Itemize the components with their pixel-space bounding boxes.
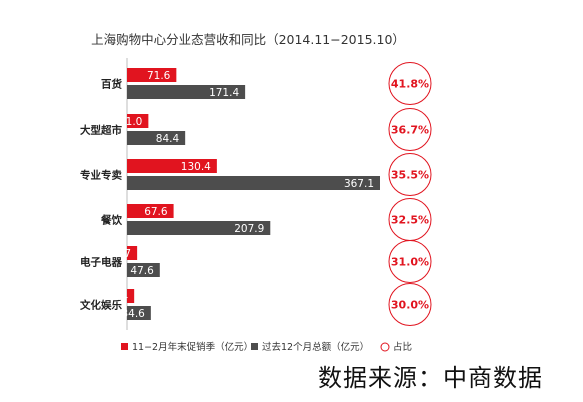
bar-promo bbox=[127, 204, 174, 218]
ratio-circle bbox=[388, 153, 432, 196]
category-row: 餐饮 67.6 207.9 32.5% bbox=[100, 198, 432, 241]
legend-swatch-ratio bbox=[380, 342, 390, 352]
category-label: 专业专卖 bbox=[80, 169, 122, 182]
bar-annual-label: 47.6 bbox=[130, 265, 154, 277]
legend: 11−2月年末促销季（亿元） 过去12个月总额（亿元） 占比 bbox=[121, 341, 412, 353]
bar-annual-label: 367.1 bbox=[344, 178, 374, 190]
category-label: 电子电器 bbox=[80, 256, 122, 269]
bar-promo-label: 130.4 bbox=[181, 161, 211, 173]
bar-annual-label: 34.6 bbox=[121, 308, 145, 320]
chart-title: 上海购物中心分业态营收和同比（2014.11−2015.10） bbox=[91, 32, 405, 47]
bar-annual bbox=[127, 85, 246, 99]
ratio-label: 31.0% bbox=[391, 256, 429, 269]
ratio-label: 41.8% bbox=[391, 78, 429, 91]
ratio-label: 35.5% bbox=[391, 169, 429, 182]
bar-promo bbox=[127, 68, 177, 82]
bar-promo-label: 10.4 bbox=[105, 291, 129, 303]
ratio-circle bbox=[388, 62, 432, 105]
category-row: 专业专卖 130.4 367.1 35.5% bbox=[80, 153, 432, 196]
bar-promo-label: 14.7 bbox=[108, 248, 131, 260]
bar-promo-label: 71.6 bbox=[147, 70, 171, 82]
ratio-label: 30.0% bbox=[391, 299, 429, 312]
source-note: 数据来源：中商数据 bbox=[318, 364, 543, 392]
bar-annual-label: 84.4 bbox=[156, 133, 180, 145]
bar-annual bbox=[127, 221, 271, 235]
bar-promo bbox=[127, 159, 217, 173]
ratio-label: 32.5% bbox=[391, 214, 429, 227]
bar-annual-label: 207.9 bbox=[234, 223, 264, 235]
category-label: 大型超市 bbox=[80, 124, 122, 137]
bar-promo bbox=[127, 246, 138, 260]
ratio-label: 36.7% bbox=[391, 124, 429, 137]
bar-promo bbox=[127, 114, 149, 128]
legend-label-promo: 11−2月年末促销季（亿元） bbox=[132, 341, 253, 353]
bar-annual bbox=[127, 263, 160, 277]
bar-annual bbox=[127, 176, 380, 190]
legend-label-annual: 过去12个月总额（亿元） bbox=[262, 341, 369, 353]
bar-promo-label: 67.6 bbox=[144, 206, 168, 218]
bar-annual bbox=[127, 131, 186, 145]
category-label: 百货 bbox=[101, 78, 122, 91]
bar-promo bbox=[127, 289, 135, 303]
category-label: 文化娱乐 bbox=[79, 299, 122, 312]
bar-promo-label: 31.0 bbox=[119, 116, 142, 128]
ratio-circle bbox=[388, 240, 432, 283]
bar-annual-label: 171.4 bbox=[209, 87, 239, 99]
ratio-circle bbox=[388, 108, 432, 151]
bar-annual bbox=[127, 306, 151, 320]
legend-label-ratio: 占比 bbox=[393, 341, 412, 353]
legend-swatch-annual bbox=[251, 343, 258, 350]
category-label: 餐饮 bbox=[100, 214, 122, 227]
legend-swatch-promo bbox=[121, 343, 128, 350]
ratio-circle bbox=[388, 283, 432, 326]
category-row: 百货 71.6 171.4 41.8% bbox=[101, 62, 432, 105]
